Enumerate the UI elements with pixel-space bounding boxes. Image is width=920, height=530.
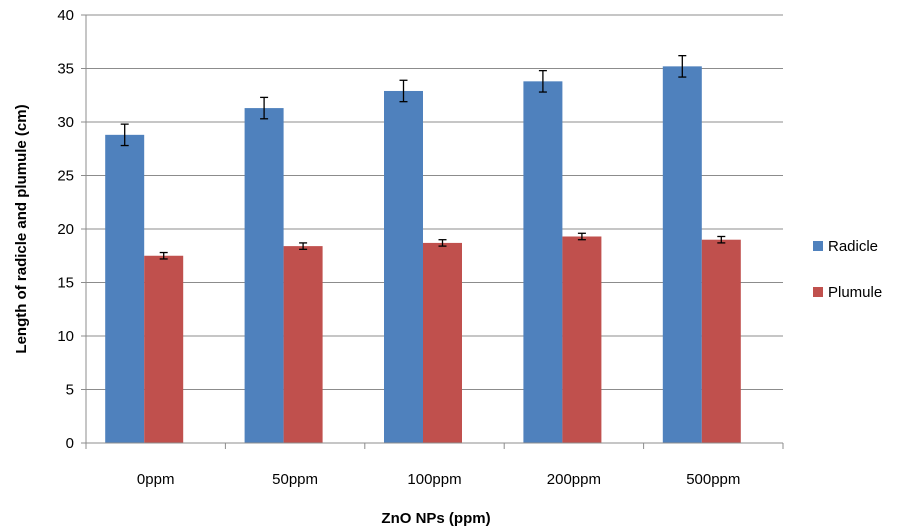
error-bar [399, 79, 408, 103]
bar-plumule [144, 255, 184, 443]
y-tick-label: 5 [66, 382, 74, 399]
error-bar [299, 242, 308, 250]
y-tick-label: 25 [57, 168, 74, 185]
bar-radicle [105, 134, 145, 443]
x-tick-label: 500ppm [686, 471, 740, 488]
bar-plumule [701, 239, 741, 443]
y-tick-labels: 0 5 10 15 20 25 30 35 40 [57, 7, 74, 452]
y-tick-label: 10 [57, 328, 74, 345]
y-tick-label: 20 [57, 221, 74, 238]
y-tick-label: 30 [57, 114, 74, 131]
legend-label: Radicle [828, 238, 878, 255]
legend-swatch [813, 287, 823, 297]
bar-radicle [244, 108, 284, 443]
error-bars [120, 55, 726, 260]
error-bar [577, 232, 586, 241]
y-tick-label: 40 [57, 7, 74, 24]
bar-radicle [523, 81, 563, 443]
x-tick-labels: 0ppm 50ppm 100ppm 200ppm 500ppm [137, 471, 740, 488]
error-bar [438, 239, 447, 247]
legend: Radicle Plumule [813, 238, 882, 301]
bar-plumule [423, 242, 462, 443]
y-tick-label: 15 [57, 275, 74, 292]
x-tick-label: 50ppm [272, 471, 318, 488]
bar-radicle [384, 90, 423, 443]
error-bar [538, 69, 547, 93]
y-axis-title: Length of radicle and plumule (cm) [13, 104, 30, 353]
axes [81, 14, 784, 449]
error-bar [159, 251, 168, 260]
error-bar [120, 123, 129, 147]
bars [105, 66, 741, 444]
legend-swatch [813, 241, 823, 251]
bar-radicle [662, 66, 702, 444]
error-bar [678, 55, 687, 78]
x-tick-label: 0ppm [137, 471, 175, 488]
y-tick-label: 35 [57, 61, 74, 78]
error-bar [717, 235, 726, 244]
bar-plumule [562, 236, 602, 443]
bar-plumule [283, 246, 323, 443]
legend-item: Radicle [813, 238, 878, 255]
x-axis-title: ZnO NPs (ppm) [381, 510, 490, 527]
legend-label: Plumule [828, 284, 882, 301]
x-tick-label: 100ppm [407, 471, 461, 488]
x-tick-label: 200ppm [547, 471, 601, 488]
error-bar [260, 96, 269, 120]
y-tick-label: 0 [66, 435, 74, 452]
legend-item: Plumule [813, 284, 882, 301]
